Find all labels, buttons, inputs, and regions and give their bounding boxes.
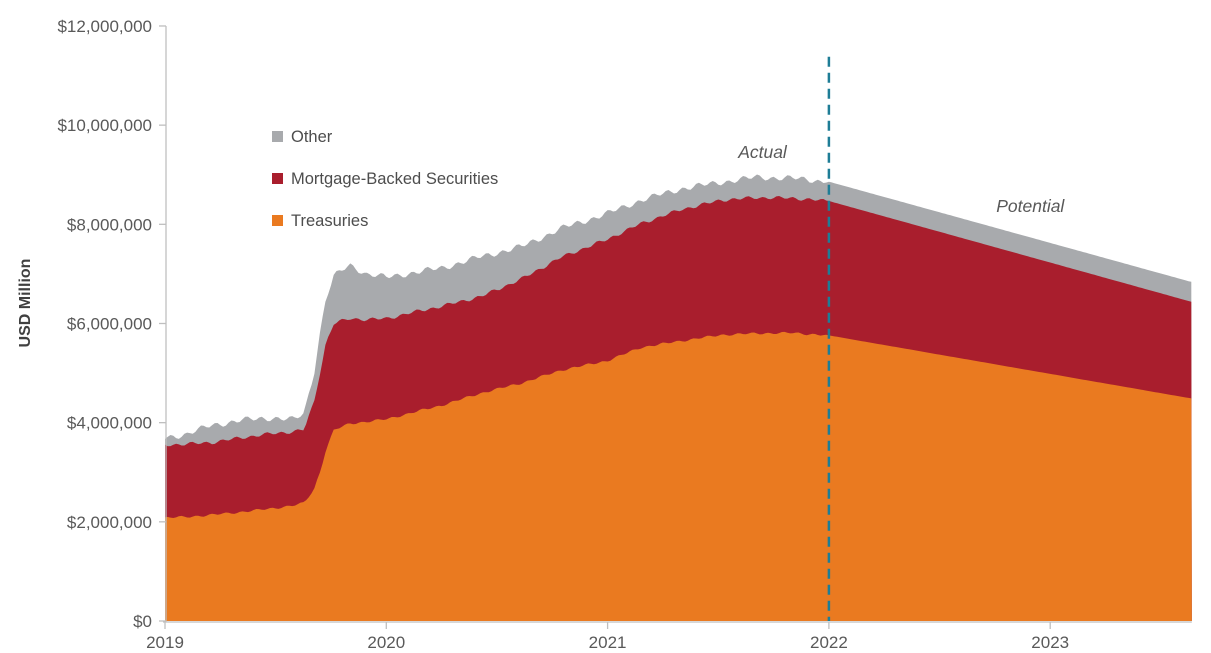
legend-label-other: Other [291,128,333,146]
stacked-areas [165,174,1192,621]
x-tick-label: 2019 [146,633,184,652]
legend-swatch-mortgage-backed-securities [272,173,283,184]
legend-swatch-other [272,131,283,142]
legend-item-mortgage-backed-securities: Mortgage-Backed Securities [272,170,498,188]
axes [159,25,1192,629]
y-tick-label: $0 [133,612,152,631]
y-axis-title: USD Million [17,259,34,348]
x-tick-label: 2020 [367,633,405,652]
annotation-actual: Actual [737,142,788,162]
axis-tick-labels: $0 $2,000,000 $4,000,000 $6,000,000 $8,000,0… [57,17,1069,652]
y-tick-label: $8,000,000 [67,215,152,234]
y-tick-label: $10,000,000 [57,116,152,135]
legend-label-treasuries: Treasuries [291,212,368,230]
legend-item-treasuries: Treasuries [272,212,368,230]
x-tick-label: 2022 [810,633,848,652]
y-tick-label: $12,000,000 [57,17,152,36]
y-tick-label: $4,000,000 [67,414,152,433]
legend: Other Mortgage-Backed Securities Treasur… [272,128,498,230]
legend-item-other: Other [272,128,333,146]
annotation-potential: Potential [996,196,1065,216]
y-tick-label: $6,000,000 [67,314,152,333]
area-treasuries [165,331,1192,621]
legend-label-mortgage-backed-securities: Mortgage-Backed Securities [291,170,498,188]
x-tick-label: 2021 [589,633,627,652]
legend-swatch-treasuries [272,215,283,226]
x-tick-label: 2023 [1031,633,1069,652]
y-tick-label: $2,000,000 [67,513,152,532]
